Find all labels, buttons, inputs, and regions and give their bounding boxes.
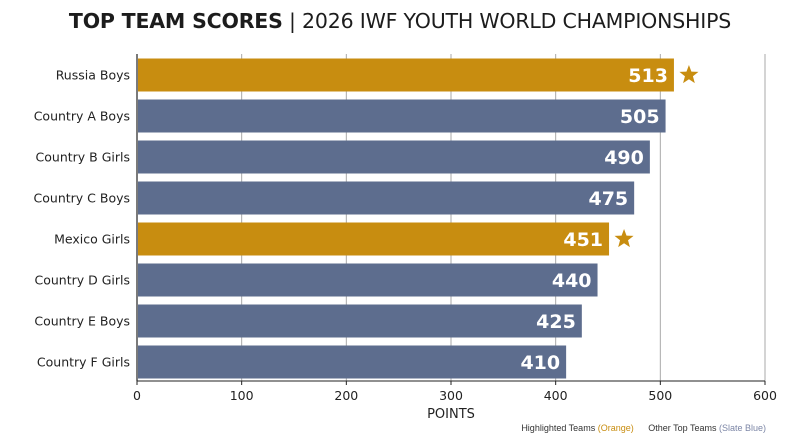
bar-value-label: 490 [604, 147, 644, 169]
bar-value-label: 425 [536, 311, 576, 333]
bar [138, 263, 598, 297]
legend-highlighted-label: Highlighted Teams [521, 423, 596, 433]
x-axis: 0 100 200 300 400 500 600 [133, 54, 777, 403]
category-label: Mexico Girls [54, 232, 130, 247]
category-labels: Russia Boys Country A Boys Country B Girls… [34, 68, 130, 370]
x-tick-label: 500 [648, 388, 672, 403]
bar-value-label: 505 [620, 106, 660, 128]
x-tick-label: 0 [133, 388, 141, 403]
legend: Highlighted Teams (Orange) Other Top Tea… [509, 423, 766, 433]
legend-item-highlighted: Highlighted Teams (Orange) [521, 423, 633, 433]
chart-title-separator: | [289, 9, 296, 33]
category-label: Country B Girls [36, 150, 130, 165]
legend-item-other: Other Top Teams (Slate Blue) [648, 423, 766, 433]
bar [138, 140, 650, 174]
bars: 513 505 490 475 451 440 425 410 [138, 58, 699, 379]
bar [138, 181, 635, 215]
category-label: Country D Girls [34, 273, 130, 288]
x-axis-title: POINTS [427, 407, 475, 422]
category-label: Country C Boys [34, 191, 130, 206]
bar-highlighted [138, 222, 610, 256]
bar-value-label: 513 [628, 65, 668, 87]
category-label: Country A Boys [34, 109, 130, 124]
bar-value-label: 440 [552, 270, 592, 292]
bar-highlighted [138, 58, 674, 92]
bar [138, 304, 582, 338]
bar-value-label: 475 [588, 188, 628, 210]
bar-value-label: 410 [520, 352, 560, 374]
x-tick-label: 300 [439, 388, 463, 403]
x-tick-label: 100 [230, 388, 254, 403]
bar [138, 345, 567, 379]
chart-title: TOP TEAM SCORES | 2026 IWF YOUTH WORLD C… [0, 9, 800, 33]
x-tick-label: 200 [334, 388, 358, 403]
category-label: Country F Girls [37, 355, 130, 370]
legend-other-label: Other Top Teams [648, 423, 717, 433]
x-tick-label: 400 [544, 388, 568, 403]
x-tick-label: 600 [753, 388, 777, 403]
star-icon [679, 65, 699, 84]
category-label: Country E Boys [34, 314, 130, 329]
bar [138, 99, 666, 133]
legend-highlighted-color-name: (Orange) [597, 423, 634, 433]
legend-other-color-name: (Slate Blue) [718, 423, 766, 433]
star-icon [614, 229, 634, 248]
chart-title-rest: 2026 IWF YOUTH WORLD CHAMPIONSHIPS [302, 9, 732, 33]
bar-value-label: 451 [563, 229, 603, 251]
category-label: Russia Boys [56, 68, 130, 83]
chart-title-bold: TOP TEAM SCORES [68, 9, 283, 33]
